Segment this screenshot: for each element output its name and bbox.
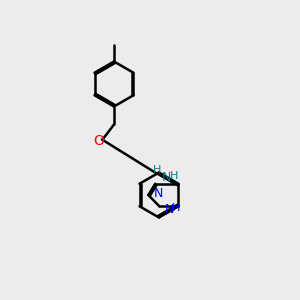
Text: H: H	[170, 171, 178, 181]
Text: N: N	[162, 171, 171, 184]
Text: N: N	[154, 187, 163, 200]
Text: H: H	[172, 203, 180, 213]
Text: N: N	[165, 203, 174, 216]
Text: O: O	[94, 134, 104, 148]
Text: H: H	[152, 165, 161, 175]
